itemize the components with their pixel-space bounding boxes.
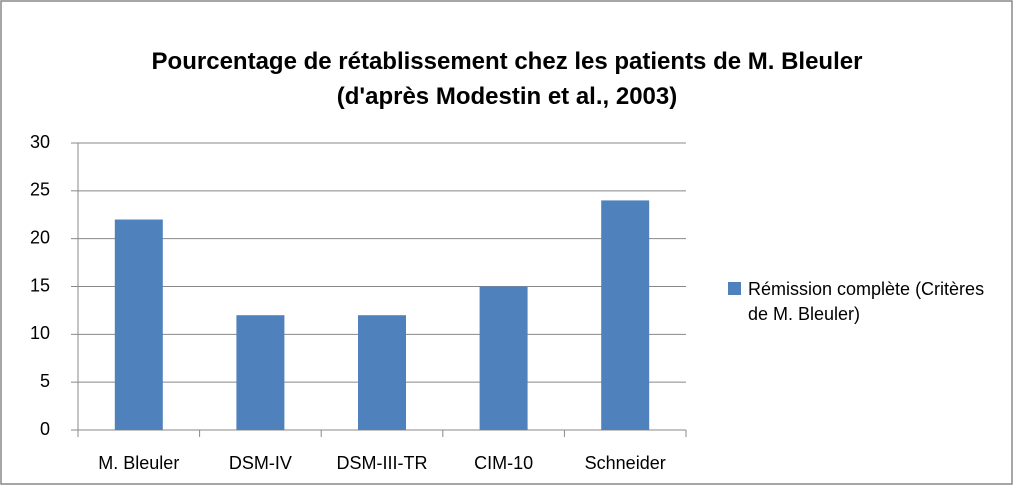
x-tick-label: CIM-10 bbox=[474, 453, 533, 473]
y-tick-label: 25 bbox=[30, 180, 50, 200]
bar bbox=[601, 200, 650, 430]
bar bbox=[114, 219, 163, 430]
y-tick-label: 30 bbox=[30, 132, 50, 152]
legend-label: Rémission complète (Critères de M. Bleul… bbox=[748, 279, 985, 324]
bar bbox=[358, 315, 406, 430]
y-tick-label: 5 bbox=[40, 371, 50, 391]
x-tick-label: M. Bleuler bbox=[98, 453, 179, 473]
y-tick-label: 15 bbox=[30, 275, 50, 295]
x-tick-label: DSM-III-TR bbox=[337, 453, 428, 473]
y-tick-label: 10 bbox=[30, 323, 50, 343]
bar bbox=[479, 286, 528, 430]
chart-title: Pourcentage de rétablissement chez les p… bbox=[151, 48, 863, 110]
x-tick-label: Schneider bbox=[585, 453, 666, 473]
x-tick-label: DSM-IV bbox=[229, 453, 292, 473]
legend-swatch bbox=[728, 282, 741, 295]
y-tick-label: 20 bbox=[30, 227, 50, 247]
bar bbox=[236, 315, 285, 430]
y-tick-label: 0 bbox=[40, 419, 50, 439]
